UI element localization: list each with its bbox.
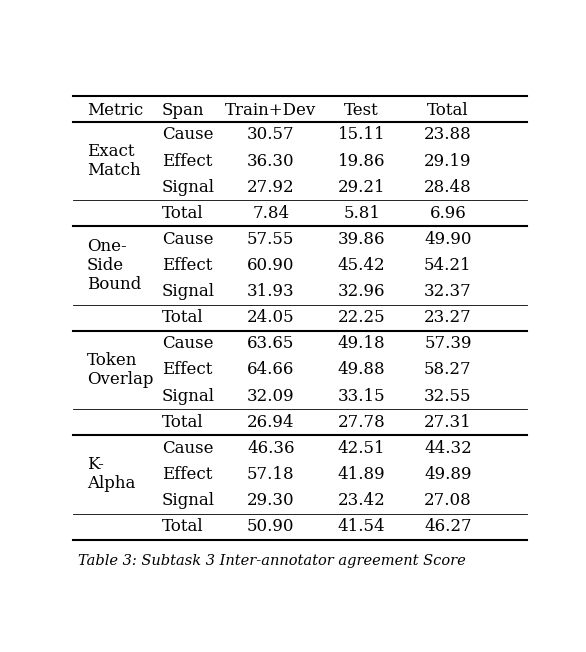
Text: 29.30: 29.30 (247, 492, 295, 509)
Text: 46.27: 46.27 (424, 518, 472, 535)
Text: 28.48: 28.48 (424, 179, 472, 196)
Text: Bound: Bound (87, 276, 141, 293)
Text: Alpha: Alpha (87, 475, 135, 492)
Text: Train+Dev: Train+Dev (225, 102, 316, 119)
Text: 26.94: 26.94 (247, 413, 295, 430)
Text: Span: Span (162, 102, 205, 119)
Text: Cause: Cause (162, 126, 213, 143)
Text: 31.93: 31.93 (247, 283, 295, 300)
Text: 23.88: 23.88 (424, 126, 472, 143)
Text: 5.81: 5.81 (343, 205, 380, 222)
Text: 27.08: 27.08 (424, 492, 472, 509)
Text: 42.51: 42.51 (338, 439, 386, 457)
Text: 41.54: 41.54 (338, 518, 386, 535)
Text: Total: Total (162, 413, 203, 430)
Text: 57.55: 57.55 (247, 231, 295, 248)
Text: 39.86: 39.86 (338, 231, 386, 248)
Text: Cause: Cause (162, 231, 213, 248)
Text: 33.15: 33.15 (338, 387, 386, 404)
Text: K-: K- (87, 456, 104, 473)
Text: Table 3: Subtask 3 Inter-annotator agreement Score: Table 3: Subtask 3 Inter-annotator agree… (78, 554, 465, 568)
Text: Total: Total (162, 205, 203, 222)
Text: 29.21: 29.21 (338, 179, 386, 196)
Text: 19.86: 19.86 (338, 153, 386, 170)
Text: 46.36: 46.36 (247, 439, 295, 457)
Text: Test: Test (344, 102, 379, 119)
Text: 57.18: 57.18 (247, 466, 295, 483)
Text: Signal: Signal (162, 492, 215, 509)
Text: 57.39: 57.39 (424, 335, 472, 352)
Text: 45.42: 45.42 (338, 257, 386, 274)
Text: Effect: Effect (162, 153, 212, 170)
Text: 30.57: 30.57 (247, 126, 295, 143)
Text: 29.19: 29.19 (424, 153, 472, 170)
Text: 41.89: 41.89 (338, 466, 386, 483)
Text: 58.27: 58.27 (424, 361, 472, 378)
Text: Total: Total (162, 309, 203, 326)
Text: 22.25: 22.25 (338, 309, 386, 326)
Text: 32.55: 32.55 (424, 387, 472, 404)
Text: 44.32: 44.32 (424, 439, 472, 457)
Text: Total: Total (162, 518, 203, 535)
Text: 49.90: 49.90 (424, 231, 472, 248)
Text: 23.27: 23.27 (424, 309, 472, 326)
Text: 15.11: 15.11 (338, 126, 386, 143)
Text: Metric: Metric (87, 102, 143, 119)
Text: 60.90: 60.90 (247, 257, 295, 274)
Text: Side: Side (87, 257, 124, 274)
Text: 36.30: 36.30 (247, 153, 295, 170)
Text: Signal: Signal (162, 387, 215, 404)
Text: Cause: Cause (162, 335, 213, 352)
Text: Match: Match (87, 162, 141, 179)
Text: Effect: Effect (162, 257, 212, 274)
Text: Signal: Signal (162, 283, 215, 300)
Text: Total: Total (427, 102, 469, 119)
Text: 49.18: 49.18 (338, 335, 386, 352)
Text: 63.65: 63.65 (247, 335, 295, 352)
Text: 54.21: 54.21 (424, 257, 472, 274)
Text: 24.05: 24.05 (247, 309, 295, 326)
Text: 23.42: 23.42 (338, 492, 386, 509)
Text: 50.90: 50.90 (247, 518, 295, 535)
Text: Cause: Cause (162, 439, 213, 457)
Text: 49.89: 49.89 (424, 466, 472, 483)
Text: Token: Token (87, 352, 137, 369)
Text: 27.31: 27.31 (424, 413, 472, 430)
Text: Effect: Effect (162, 466, 212, 483)
Text: Overlap: Overlap (87, 371, 154, 388)
Text: 7.84: 7.84 (252, 205, 289, 222)
Text: 32.09: 32.09 (247, 387, 295, 404)
Text: 32.96: 32.96 (338, 283, 386, 300)
Text: Exact: Exact (87, 143, 134, 160)
Text: 49.88: 49.88 (338, 361, 386, 378)
Text: 32.37: 32.37 (424, 283, 472, 300)
Text: 64.66: 64.66 (247, 361, 295, 378)
Text: 27.92: 27.92 (247, 179, 295, 196)
Text: 27.78: 27.78 (338, 413, 386, 430)
Text: Signal: Signal (162, 179, 215, 196)
Text: Effect: Effect (162, 361, 212, 378)
Text: 6.96: 6.96 (430, 205, 466, 222)
Text: One-: One- (87, 238, 127, 255)
